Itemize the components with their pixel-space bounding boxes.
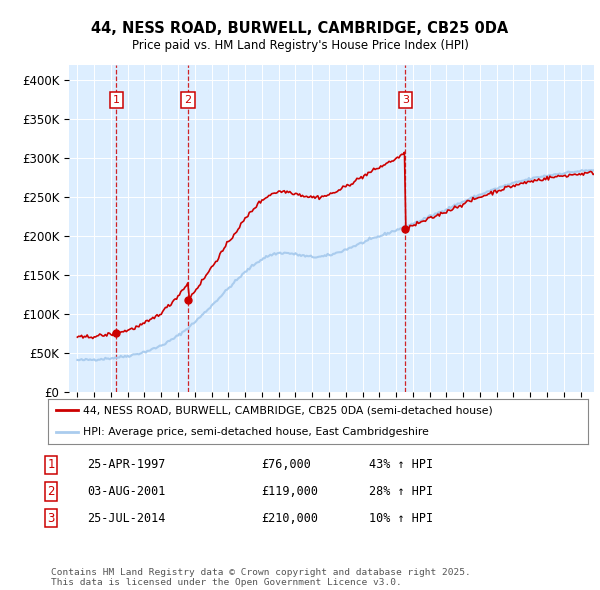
- Text: 03-AUG-2001: 03-AUG-2001: [87, 485, 166, 498]
- Text: £119,000: £119,000: [261, 485, 318, 498]
- Text: 3: 3: [47, 512, 55, 525]
- Text: Price paid vs. HM Land Registry's House Price Index (HPI): Price paid vs. HM Land Registry's House …: [131, 39, 469, 52]
- Text: 10% ↑ HPI: 10% ↑ HPI: [369, 512, 433, 525]
- Text: 44, NESS ROAD, BURWELL, CAMBRIDGE, CB25 0DA (semi-detached house): 44, NESS ROAD, BURWELL, CAMBRIDGE, CB25 …: [83, 405, 493, 415]
- Text: HPI: Average price, semi-detached house, East Cambridgeshire: HPI: Average price, semi-detached house,…: [83, 427, 429, 437]
- Text: 2: 2: [184, 95, 191, 105]
- Text: 44, NESS ROAD, BURWELL, CAMBRIDGE, CB25 0DA: 44, NESS ROAD, BURWELL, CAMBRIDGE, CB25 …: [91, 21, 509, 35]
- Text: Contains HM Land Registry data © Crown copyright and database right 2025.
This d: Contains HM Land Registry data © Crown c…: [51, 568, 471, 587]
- Text: 2: 2: [47, 485, 55, 498]
- Text: £76,000: £76,000: [261, 458, 311, 471]
- Text: 28% ↑ HPI: 28% ↑ HPI: [369, 485, 433, 498]
- Text: 3: 3: [402, 95, 409, 105]
- Text: 1: 1: [47, 458, 55, 471]
- Text: £210,000: £210,000: [261, 512, 318, 525]
- Text: 1: 1: [113, 95, 120, 105]
- Text: 25-APR-1997: 25-APR-1997: [87, 458, 166, 471]
- Text: 43% ↑ HPI: 43% ↑ HPI: [369, 458, 433, 471]
- Text: 25-JUL-2014: 25-JUL-2014: [87, 512, 166, 525]
